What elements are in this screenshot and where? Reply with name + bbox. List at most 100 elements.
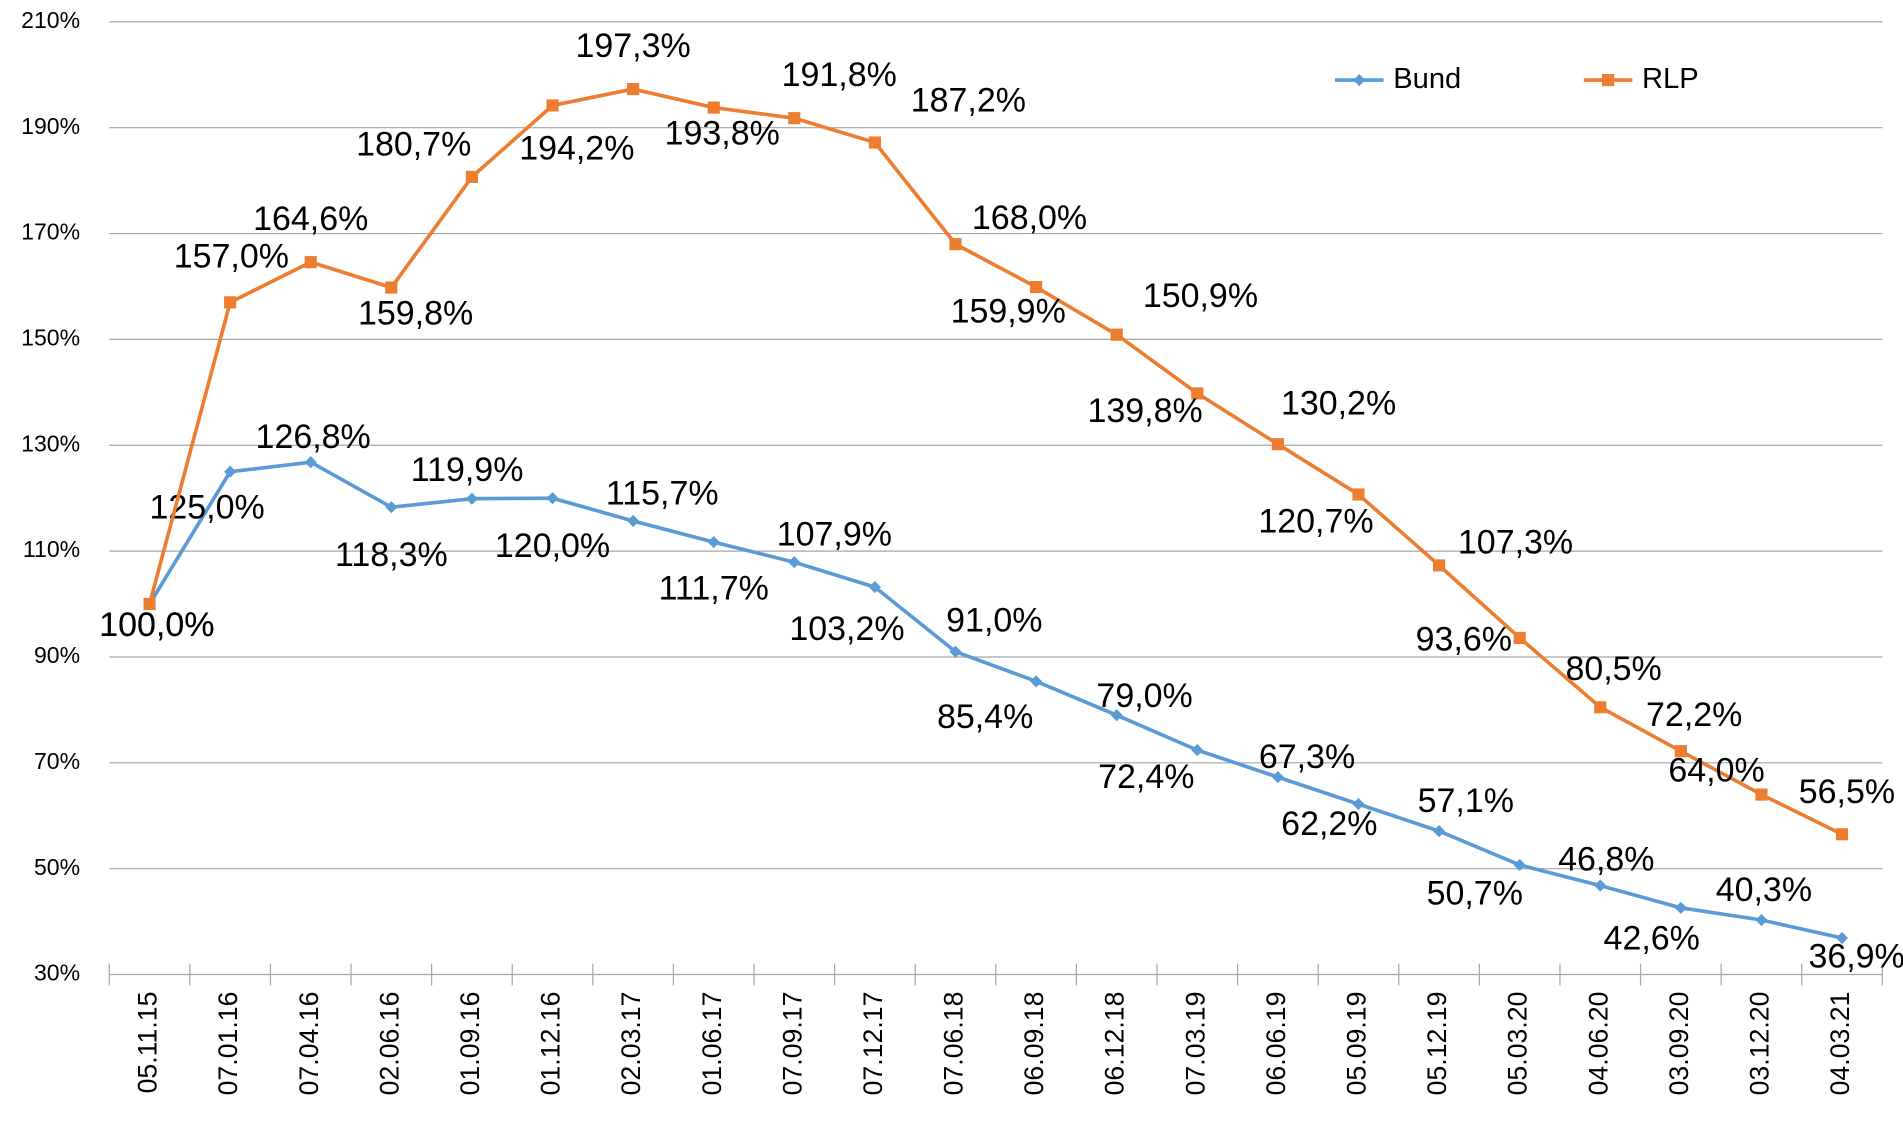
x-tick-label: 01.06.17 (697, 992, 727, 1096)
data-label: 79,0% (1096, 677, 1192, 715)
data-label: 187,2% (911, 81, 1026, 119)
data-label: 50,7% (1427, 874, 1523, 912)
data-label: 194,2% (519, 129, 634, 167)
marker (385, 281, 398, 294)
series-line (147, 460, 1843, 940)
data-label: 72,4% (1098, 758, 1194, 796)
marker (1755, 913, 1768, 927)
x-tick-label: 06.09.18 (1019, 992, 1049, 1096)
marker (1110, 709, 1123, 722)
marker (788, 556, 801, 569)
marker (1513, 858, 1526, 872)
data-label: 64,0% (1668, 752, 1764, 790)
data-label: 139,8% (1087, 392, 1202, 430)
data-label: 80,5% (1565, 650, 1661, 688)
marker (1432, 559, 1446, 572)
marker (1030, 280, 1043, 294)
data-label: 164,6% (253, 200, 368, 238)
marker (949, 645, 962, 658)
marker (1594, 879, 1607, 892)
marker (546, 492, 559, 505)
legend-label: Bund (1393, 63, 1461, 95)
marker (1110, 328, 1123, 341)
data-label: 100,0% (99, 606, 214, 644)
data-label: 197,3% (576, 27, 691, 65)
data-label: 100,0% (99, 606, 214, 644)
marker (1030, 675, 1043, 688)
x-tick-label: 07.01.16 (213, 992, 243, 1096)
x-tick-label: 04.06.20 (1583, 992, 1613, 1096)
marker (1835, 931, 1849, 945)
x-tick-label: 01.12.16 (536, 992, 566, 1096)
x-tick-label: 01.09.16 (455, 992, 485, 1096)
marker (224, 296, 237, 309)
data-label: 111,7% (659, 570, 769, 608)
data-label: 125,0% (149, 488, 264, 526)
y-tick-label: 170% (21, 219, 80, 245)
data-label: 107,3% (1458, 524, 1573, 562)
y-tick-label: 210% (21, 7, 80, 33)
marker (1594, 701, 1607, 714)
data-label: 130,2% (1281, 384, 1396, 422)
y-tick-label: 50% (34, 854, 80, 880)
x-tick-label: 05.11.15 (133, 992, 163, 1094)
data-label: 40,3% (1716, 871, 1812, 909)
x-tick-label: 07.03.19 (1180, 992, 1210, 1096)
data-label: 56,5% (1799, 773, 1895, 811)
data-label: 91,0% (946, 602, 1042, 640)
marker (546, 99, 559, 112)
marker (304, 456, 317, 469)
data-label: 115,7% (606, 474, 719, 512)
data-label: 107,9% (777, 516, 892, 554)
data-label: 120,7% (1258, 503, 1373, 541)
x-tick-label: 03.12.20 (1744, 992, 1774, 1096)
y-tick-label: 150% (21, 324, 80, 350)
data-label: 42,6% (1604, 920, 1700, 958)
y-tick-label: 110% (23, 536, 80, 562)
data-label: 126,8% (256, 418, 371, 456)
x-tick-label: 06.12.18 (1100, 992, 1130, 1096)
data-label: 103,2% (789, 610, 904, 648)
x-tick-label: 07.12.17 (858, 992, 888, 1096)
data-label: 159,9% (951, 293, 1066, 331)
marker (304, 256, 317, 269)
y-tick-label: 130% (21, 430, 80, 456)
marker (788, 112, 801, 125)
data-label: 180,7% (356, 126, 471, 164)
data-label: 120,0% (495, 527, 610, 565)
marker (949, 238, 962, 251)
data-label: 118,3% (335, 536, 448, 574)
data-label: 85,4% (937, 698, 1033, 736)
y-tick-label: 190% (21, 113, 80, 139)
x-tick-label: 07.06.18 (939, 992, 969, 1096)
marker (1513, 631, 1526, 644)
y-tick-label: 30% (34, 960, 80, 986)
data-label: 36,9% (1808, 938, 1903, 976)
y-tick-label: 90% (34, 642, 80, 668)
data-label: 93,6% (1416, 621, 1512, 659)
data-label: 67,3% (1259, 738, 1355, 776)
data-label: 168,0% (972, 199, 1087, 237)
marker (465, 170, 478, 183)
data-label: 150,9% (1143, 277, 1258, 315)
data-label: 191,8% (782, 56, 897, 94)
data-label: 57,1% (1418, 782, 1514, 820)
marker (1352, 798, 1365, 811)
marker (1191, 744, 1204, 757)
series-line (147, 87, 1843, 836)
marker (627, 82, 640, 96)
data-label: 159,8% (358, 294, 473, 332)
data-label: 46,8% (1558, 840, 1654, 878)
marker (1674, 745, 1687, 758)
x-tick-label: 02.03.17 (616, 992, 646, 1096)
legend-marker (1353, 74, 1366, 87)
x-tick-label: 03.09.20 (1664, 992, 1694, 1096)
y-tick-label: 70% (34, 748, 80, 774)
data-label: 157,0% (174, 238, 289, 276)
x-tick-label: 07.09.17 (777, 992, 807, 1096)
legend-label: RLP (1642, 63, 1699, 95)
marker (1835, 828, 1849, 841)
data-label: 62,2% (1281, 805, 1377, 843)
